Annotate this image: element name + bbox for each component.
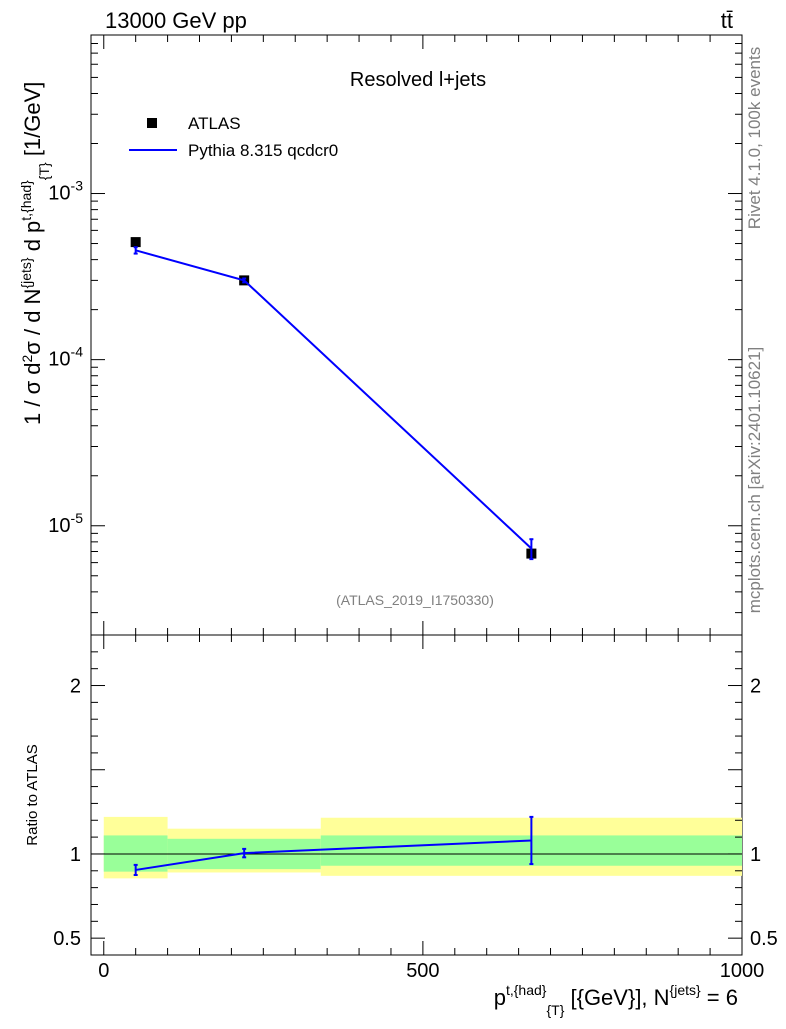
x-tick-label: 500 xyxy=(406,960,439,982)
legend-atlas-label: ATLAS xyxy=(188,114,241,133)
atlas-data-point xyxy=(130,237,141,248)
analysis-tag: (ATLAS_2019_I1750330) xyxy=(336,592,494,608)
main-y-axis-label: 1 / σ d2σ / d N{jets} d pt,{had}{T} [1/G… xyxy=(18,82,52,425)
ratio-uncertainty-bands xyxy=(91,816,742,879)
y-tick-label: 10-4 xyxy=(48,344,83,371)
x-tick-label: 0 xyxy=(98,960,109,982)
mcplots-label: mcplots.cern.ch [arXiv:2401.10621] xyxy=(745,347,764,613)
ratio-y-tick-label-right: 0.5 xyxy=(750,928,778,950)
y-tick-label: 10-3 xyxy=(48,178,83,205)
axis-ticks: 10-5 10-4 10-3 0 500 1000 0.5 0.5 1 1 2 2 xyxy=(48,35,778,982)
ratio-y-tick-label-right: 1 xyxy=(750,844,761,866)
y-tick-label: 10-5 xyxy=(48,510,83,537)
x-axis-label: pt,{had}{T} [{GeV}], N{jets} = 6 xyxy=(494,982,738,1018)
ratio-y-tick-label: 1 xyxy=(70,844,81,866)
ratio-y-tick-label: 0.5 xyxy=(53,928,81,950)
ratio-y-axis-label: Ratio to ATLAS xyxy=(24,744,41,845)
ratio-y-tick-label: 2 xyxy=(70,676,81,698)
process-label: tt̄ xyxy=(721,8,733,33)
ratio-plot-frame xyxy=(90,634,743,956)
rivet-label: Rivet 4.1.0, 100k events xyxy=(745,47,764,229)
x-tick-label: 1000 xyxy=(720,960,765,982)
ratio-y-tick-label-right: 2 xyxy=(750,676,761,698)
ratio-plot-marks xyxy=(133,815,534,876)
energy-label: 13000 GeV pp xyxy=(105,8,247,33)
main-plot-marks xyxy=(130,237,537,561)
plot-title: Resolved l+jets xyxy=(350,69,486,91)
pythia-line xyxy=(135,249,533,550)
legend-atlas-marker xyxy=(147,118,157,128)
legend-pythia-label: Pythia 8.315 qcdcr0 xyxy=(188,141,338,160)
